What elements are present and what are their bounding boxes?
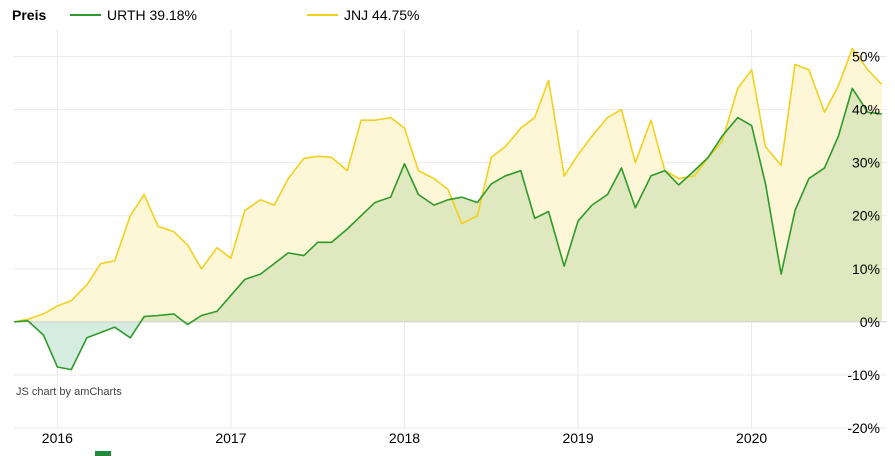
legend-title: Preis — [12, 7, 47, 23]
y-tick-label: 30% — [852, 155, 880, 171]
y-tick-label: -20% — [847, 420, 880, 436]
legend-swatch-urth[interactable] — [70, 14, 101, 16]
legend-swatch-jnj[interactable] — [307, 14, 338, 16]
x-tick-label: 2018 — [389, 430, 420, 446]
amcharts-credit[interactable]: JS chart by amCharts — [16, 386, 122, 398]
urth-area-positive — [14, 88, 882, 322]
urth-line — [13, 87, 882, 371]
scrollbar-grip[interactable] — [95, 451, 111, 456]
legend: Preis URTH 39.18% JNJ 44.75% — [0, 6, 895, 28]
y-tick-label: -10% — [847, 367, 880, 383]
legend-item-jnj[interactable]: JNJ 44.75% — [344, 7, 420, 23]
y-tick-label: 20% — [852, 208, 880, 224]
y-tick-label: 40% — [852, 102, 880, 118]
x-tick-label: 2019 — [562, 430, 593, 446]
x-tick-label: 2017 — [215, 430, 246, 446]
x-tick-label: 2016 — [42, 430, 73, 446]
y-tick-label: 50% — [852, 49, 880, 65]
legend-item-urth[interactable]: URTH 39.18% — [107, 7, 198, 23]
jnj-line — [13, 47, 883, 323]
y-tick-label: 0% — [860, 314, 880, 330]
x-tick-label: 2020 — [736, 430, 767, 446]
y-tick-label: 10% — [852, 261, 880, 277]
urth-area-negative — [14, 321, 882, 370]
